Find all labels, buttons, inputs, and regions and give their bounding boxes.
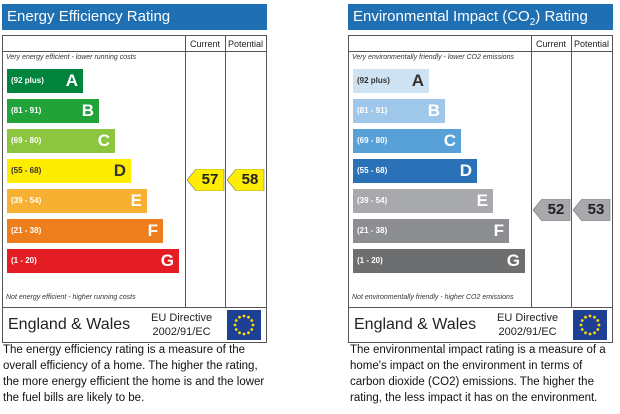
band-letter: B [427,101,440,120]
current-rating-arrow-value: 57 [201,171,219,188]
rating-band-e: (39 - 54) E [353,189,493,213]
potential-column-header: Potential [227,39,264,49]
rating-band-c: (69 - 80) C [7,129,115,153]
environment-title-suffix: ) Rating [535,8,588,25]
bottom-note: Not environmentally friendly - higher CO… [352,294,514,301]
potential-rating-arrow: 53 [573,199,611,221]
band-range-label: (1 - 20) [11,256,37,265]
directive-line-2: 2002/91/EC [152,326,211,338]
band-letter: A [65,71,78,90]
potential-column-header: Potential [573,39,610,49]
rating-band-b: (81 - 91) B [353,99,445,123]
rating-band-e: (39 - 54) E [7,189,147,213]
rating-band-d: (55 - 68) D [7,159,131,183]
energy-description: The energy efficiency rating is a measur… [3,344,265,404]
rating-band-a: (92 plus) A [7,69,83,93]
energy-footer: England & Wales EU Directive 2002/91/EC [2,307,267,343]
band-range-label: (39 - 54) [357,196,388,205]
environment-title-prefix: Environmental Impact (CO [353,8,530,25]
band-range-label: (55 - 68) [357,166,388,175]
energy-efficiency-panel: Energy Efficiency Rating Current Potenti… [2,4,267,343]
band-letter: G [160,251,174,270]
band-range-label: (69 - 80) [357,136,388,145]
energy-chart: Current Potential Very energy efficient … [2,35,267,308]
band-letter: D [459,161,472,180]
band-letter: G [506,251,520,270]
directive-line-2: 2002/91/EC [498,326,557,338]
band-range-label: (1 - 20) [357,256,383,265]
band-range-label: (81 - 91) [11,106,42,115]
energy-title: Energy Efficiency Rating [2,4,267,30]
band-range-label: (21 - 38) [11,226,42,235]
band-range-label: (92 plus) [357,76,390,85]
potential-rating-arrow: 58 [227,169,265,191]
band-range-label: (92 plus) [11,76,44,85]
potential-rating-arrow-value: 53 [587,201,605,218]
band-letter: C [97,131,110,150]
band-range-label: (81 - 91) [357,106,388,115]
environment-description: The environmental impact rating is a mea… [350,344,606,404]
eu-directive: EU Directive 2002/91/EC [151,311,212,339]
rating-band-b: (81 - 91) B [7,99,99,123]
band-range-label: (55 - 68) [11,166,42,175]
rating-band-f: (21 - 38) F [7,219,163,243]
band-letter: B [81,101,94,120]
band-range-label: (39 - 54) [11,196,42,205]
band-letter: C [443,131,456,150]
eu-directive: EU Directive 2002/91/EC [497,311,558,339]
potential-rating-arrow-value: 58 [241,171,259,188]
band-range-label: (69 - 80) [11,136,42,145]
rating-band-g: (1 - 20) G [7,249,179,273]
band-letter: D [113,161,126,180]
rating-band-g: (1 - 20) G [353,249,525,273]
directive-line-1: EU Directive [151,312,213,324]
band-letter: E [130,191,142,210]
rating-band-f: (21 - 38) F [353,219,509,243]
environment-footer: England & Wales EU Directive 2002/91/EC [348,307,613,343]
band-range-label: (21 - 38) [357,226,388,235]
region-label: England & Wales [354,316,477,333]
rating-band-c: (69 - 80) C [353,129,461,153]
environment-title: Environmental Impact (CO2) Rating [348,4,613,30]
environmental-impact-panel: Environmental Impact (CO2) Rating Curren… [348,4,613,343]
rating-band-a: (92 plus) A [353,69,429,93]
band-letter: E [476,191,488,210]
current-rating-arrow: 52 [533,199,571,221]
environment-chart: Current Potential Very environmentally f… [348,35,613,308]
band-letter: F [493,221,504,240]
directive-line-1: EU Directive [497,312,559,324]
current-column-header: Current [189,39,220,49]
top-note: Very energy efficient - lower running co… [6,54,137,61]
top-note: Very environmentally friendly - lower CO… [352,54,514,61]
band-letter: A [411,71,424,90]
region-label: England & Wales [8,316,131,333]
eu-flag-icon [573,310,607,340]
current-rating-arrow: 57 [187,169,225,191]
current-column-header: Current [535,39,566,49]
environment-title-sub: 2 [529,17,536,28]
bottom-note: Not energy efficient - higher running co… [6,294,136,301]
current-rating-arrow-value: 52 [547,201,565,218]
rating-band-d: (55 - 68) D [353,159,477,183]
band-letter: F [147,221,158,240]
eu-flag-icon [227,310,261,340]
